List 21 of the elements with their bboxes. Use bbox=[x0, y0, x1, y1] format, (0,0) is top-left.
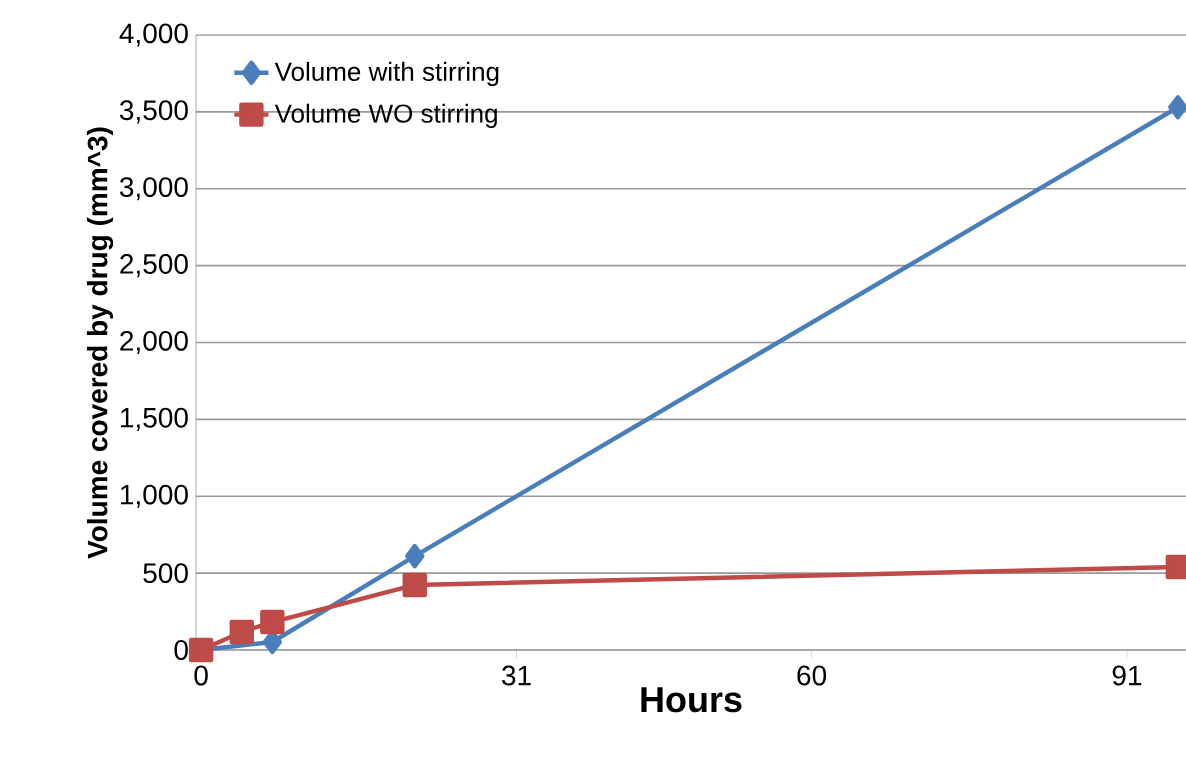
legend-label: Volume WO stirring bbox=[274, 103, 497, 128]
y-tick-label: 3,000 bbox=[119, 177, 188, 201]
x-axis-title: Hours bbox=[641, 687, 742, 713]
x-tick-label: 91 bbox=[1112, 665, 1142, 686]
y-tick-label: 1,000 bbox=[121, 484, 188, 508]
x-tick-label: 60 bbox=[797, 665, 827, 686]
x-tick-label: 31 bbox=[502, 665, 531, 686]
x-tick-label: 0 bbox=[194, 665, 208, 686]
y-tick-label: 0 bbox=[174, 640, 188, 660]
y-tick-label: 2,000 bbox=[120, 330, 188, 355]
point bbox=[402, 572, 427, 598]
point bbox=[229, 619, 254, 645]
point bbox=[260, 609, 285, 635]
point bbox=[405, 543, 425, 569]
y-tick-label: 500 bbox=[143, 563, 188, 584]
legend-label: Volume with stirring bbox=[274, 61, 499, 87]
y-tick-label: 1,500 bbox=[121, 407, 188, 431]
y-tick-label: 3,500 bbox=[119, 100, 188, 124]
y-axis-title: Volume covered by drug (mm^3) bbox=[86, 127, 114, 559]
y-tick-label: 2,500 bbox=[120, 254, 188, 278]
y-tick-label: 4,000 bbox=[119, 23, 188, 47]
